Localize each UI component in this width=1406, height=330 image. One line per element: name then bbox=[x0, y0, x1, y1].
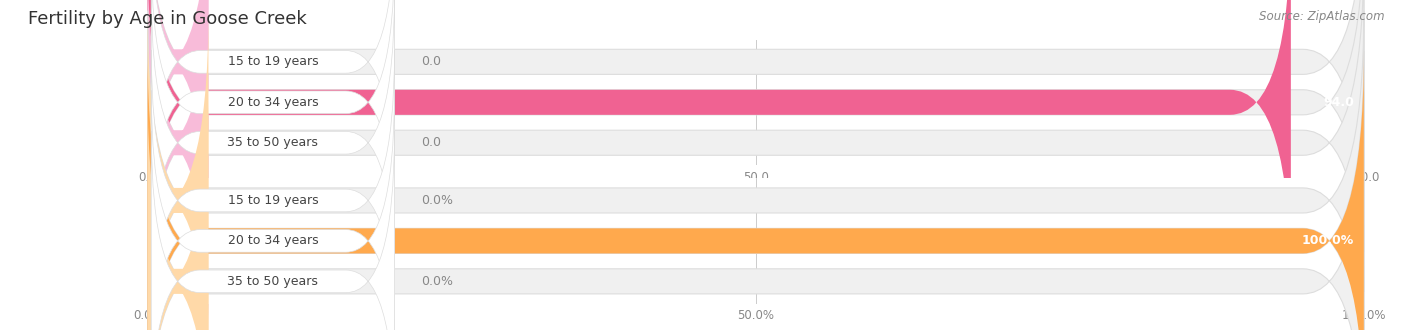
FancyBboxPatch shape bbox=[148, 0, 1364, 330]
FancyBboxPatch shape bbox=[148, 0, 1291, 292]
Text: 0.0: 0.0 bbox=[422, 55, 441, 68]
Text: 20 to 34 years: 20 to 34 years bbox=[228, 96, 318, 109]
Text: 0.0: 0.0 bbox=[422, 136, 441, 149]
FancyBboxPatch shape bbox=[148, 11, 208, 330]
Text: 100.0%: 100.0% bbox=[1302, 234, 1354, 248]
FancyBboxPatch shape bbox=[148, 92, 208, 330]
FancyBboxPatch shape bbox=[148, 0, 1364, 292]
Text: 0.0%: 0.0% bbox=[422, 194, 453, 207]
FancyBboxPatch shape bbox=[148, 0, 208, 251]
FancyBboxPatch shape bbox=[152, 0, 395, 212]
Text: 15 to 19 years: 15 to 19 years bbox=[228, 194, 318, 207]
FancyBboxPatch shape bbox=[148, 51, 1364, 330]
FancyBboxPatch shape bbox=[152, 0, 395, 253]
Text: 94.0: 94.0 bbox=[1323, 96, 1354, 109]
FancyBboxPatch shape bbox=[148, 92, 1364, 330]
FancyBboxPatch shape bbox=[152, 131, 395, 330]
Text: 15 to 19 years: 15 to 19 years bbox=[228, 55, 318, 68]
FancyBboxPatch shape bbox=[148, 0, 1364, 251]
FancyBboxPatch shape bbox=[148, 51, 1364, 330]
Text: Fertility by Age in Goose Creek: Fertility by Age in Goose Creek bbox=[28, 10, 307, 28]
FancyBboxPatch shape bbox=[152, 0, 395, 293]
Text: Source: ZipAtlas.com: Source: ZipAtlas.com bbox=[1260, 10, 1385, 23]
Text: 20 to 34 years: 20 to 34 years bbox=[228, 234, 318, 248]
Text: 0.0%: 0.0% bbox=[422, 275, 453, 288]
FancyBboxPatch shape bbox=[148, 11, 1364, 330]
FancyBboxPatch shape bbox=[152, 90, 395, 330]
Text: 35 to 50 years: 35 to 50 years bbox=[228, 275, 318, 288]
Text: 35 to 50 years: 35 to 50 years bbox=[228, 136, 318, 149]
FancyBboxPatch shape bbox=[152, 50, 395, 330]
FancyBboxPatch shape bbox=[148, 0, 208, 330]
